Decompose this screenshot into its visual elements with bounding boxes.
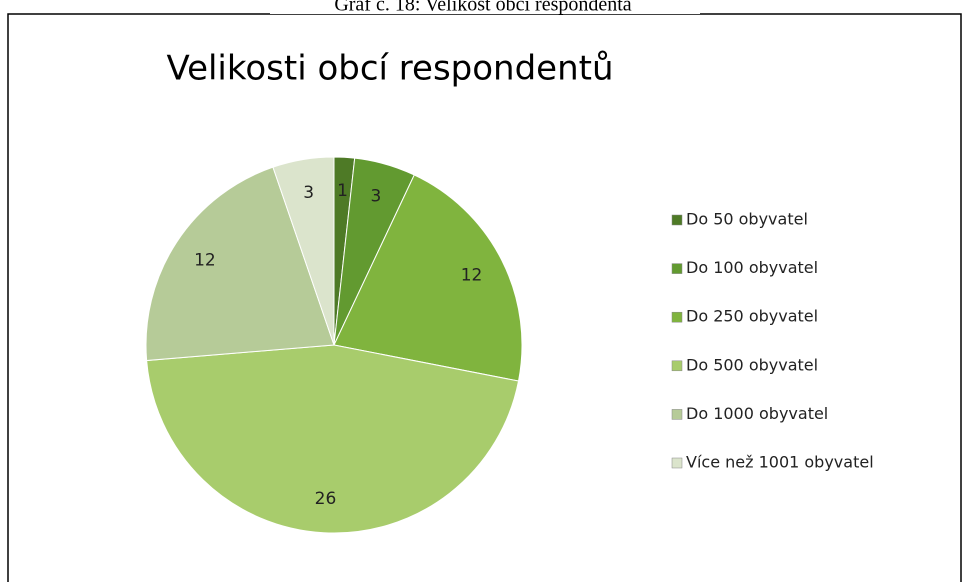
legend-swatch <box>671 360 683 372</box>
legend-label: Do 50 obyvatel <box>686 210 808 229</box>
legend-label: Do 500 obyvatel <box>686 355 818 374</box>
data-label: 3 <box>371 187 382 207</box>
pie-slice <box>145 166 335 362</box>
legend-swatch <box>671 409 683 420</box>
data-label: 3 <box>303 183 314 203</box>
legend-swatch <box>671 214 683 226</box>
data-label: 1 <box>337 181 348 201</box>
legend-swatch <box>671 311 683 323</box>
caption: Graf č. 18: Velikost obcí respondenta <box>334 0 631 16</box>
legend-swatch <box>671 457 683 469</box>
legend-swatch <box>671 263 683 274</box>
data-label: 12 <box>461 265 483 285</box>
pie-slice <box>146 344 520 534</box>
caption-bg <box>270 0 700 14</box>
legend-label: Do 100 obyvatel <box>686 258 818 277</box>
legend-label: Do 250 obyvatel <box>686 307 818 326</box>
data-label: 26 <box>315 489 337 509</box>
pie-slice <box>272 156 335 346</box>
pie-slice <box>333 174 523 382</box>
legend-label: Více než 1001 obyvatel <box>686 453 874 472</box>
chart-title: Velikosti obcí respondentů <box>166 49 613 89</box>
legend-label: Do 1000 obyvatel <box>686 404 828 423</box>
data-label: 12 <box>194 251 216 271</box>
